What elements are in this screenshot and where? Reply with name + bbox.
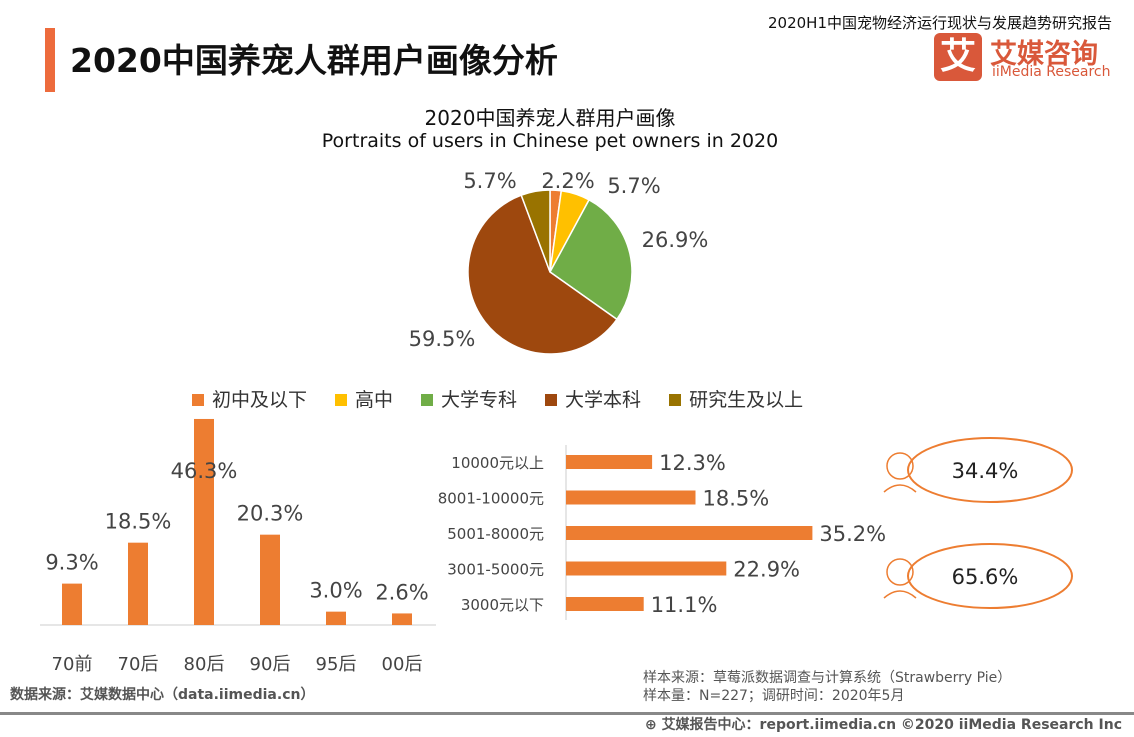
age-category: 90后 (250, 654, 291, 675)
age-bar (260, 534, 280, 625)
age-category: 95后 (316, 654, 357, 675)
legend-swatch (545, 394, 558, 406)
legend-label: 大学本科 (565, 389, 642, 411)
legend-item: 初中及以下 (192, 385, 307, 412)
pie-label: 5.7% (607, 174, 660, 198)
age-bar (392, 613, 412, 625)
income-bar (566, 526, 813, 540)
income-bar-label: 35.2% (819, 522, 886, 546)
pie-label: 5.7% (463, 169, 516, 193)
legend-swatch (421, 394, 434, 406)
income-category: 8001-10000元 (438, 490, 544, 508)
pie-label: 2.2% (541, 169, 594, 193)
male-icon (883, 590, 917, 599)
age-bar (128, 542, 148, 625)
age-category: 80后 (184, 654, 225, 675)
income-category: 5001-8000元 (447, 525, 544, 543)
legend-swatch (192, 394, 204, 406)
legend-item: 大学本科 (545, 385, 641, 412)
report-name: 2020H1中国宠物经济运行现状与发展趋势研究报告 (768, 14, 1112, 32)
pie-label: 59.5% (409, 327, 476, 351)
age-bar-label: 9.3% (45, 551, 98, 575)
legend-label: 研究生及以上 (689, 389, 804, 411)
pie-slice (467, 194, 618, 355)
income-category: 3000元以下 (461, 596, 544, 614)
pie-label: 26.9% (642, 228, 709, 252)
data-source: 数据来源：艾媒数据中心（data.iimedia.cn） (10, 687, 315, 703)
legend-item: 大学专科 (421, 385, 517, 412)
income-bar-label: 11.1% (651, 593, 718, 617)
sample-source: 样本来源：草莓派数据调查与计算系统（Strawberry Pie） (643, 670, 1012, 686)
page-title: 2020中国养宠人群用户画像分析 (70, 41, 558, 80)
legend-swatch (669, 394, 682, 406)
sample-size: 样本量：N=227；调研时间：2020年5月 (643, 688, 905, 704)
income-bar (566, 561, 727, 576)
legend-label: 高中 (355, 389, 394, 411)
gender-ellipse (907, 437, 1073, 503)
legend-swatch (335, 394, 348, 406)
legend-item: 高中 (335, 385, 393, 412)
age-bar-label: 18.5% (105, 510, 172, 534)
income-category: 3001-5000元 (447, 561, 544, 579)
pie-title: 2020中国养宠人群用户画像 (424, 106, 676, 130)
legend-label: 大学专科 (441, 389, 518, 411)
age-category: 70后 (118, 654, 159, 675)
legend-item: 研究生及以上 (669, 385, 803, 412)
income-bar (566, 597, 644, 611)
pie-subtitle: Portraits of users in Chinese pet owners… (321, 130, 779, 152)
age-category: 70前 (52, 654, 93, 675)
age-bar (62, 583, 82, 625)
income-bar (566, 490, 696, 505)
pie-slice (549, 198, 633, 321)
age-bar-label: 3.0% (309, 579, 362, 603)
income-bar-label: 12.3% (659, 451, 726, 475)
income-bar-label: 18.5% (703, 487, 770, 511)
income-category: 10000元以上 (451, 454, 544, 472)
female-icon (883, 484, 917, 493)
pie-legend: 初中及以下 高中 大学专科 大学本科 研究生及以上 (192, 385, 803, 412)
gender-label: 34.4% (952, 459, 1019, 483)
logo-subtext: iiMedia Research (992, 64, 1111, 80)
logo-icon: 艾 (934, 33, 982, 81)
title-accent-bar (45, 28, 55, 92)
age-bar-label: 2.6% (375, 580, 428, 604)
age-bar (194, 418, 214, 625)
legend-label: 初中及以下 (212, 389, 308, 411)
income-bar-label: 22.9% (733, 558, 800, 582)
footer-divider (0, 712, 1134, 715)
pie-slice (520, 189, 551, 273)
footer-text: ⊕ 艾媒报告中心：report.iimedia.cn ©2020 iiMedia… (644, 717, 1122, 733)
female-icon (886, 452, 914, 480)
gender-label: 65.6% (952, 565, 1019, 589)
globe-icon: ⊕ (644, 717, 662, 733)
age-bar (326, 611, 346, 625)
logo-text: 艾媒咨询 (990, 39, 1098, 70)
gender-ellipse (907, 543, 1073, 609)
age-bar-label: 46.3% (171, 459, 238, 483)
age-bar-label: 20.3% (237, 502, 304, 526)
income-bar (566, 455, 653, 469)
age-category: 00后 (382, 654, 423, 675)
male-icon (886, 558, 914, 586)
